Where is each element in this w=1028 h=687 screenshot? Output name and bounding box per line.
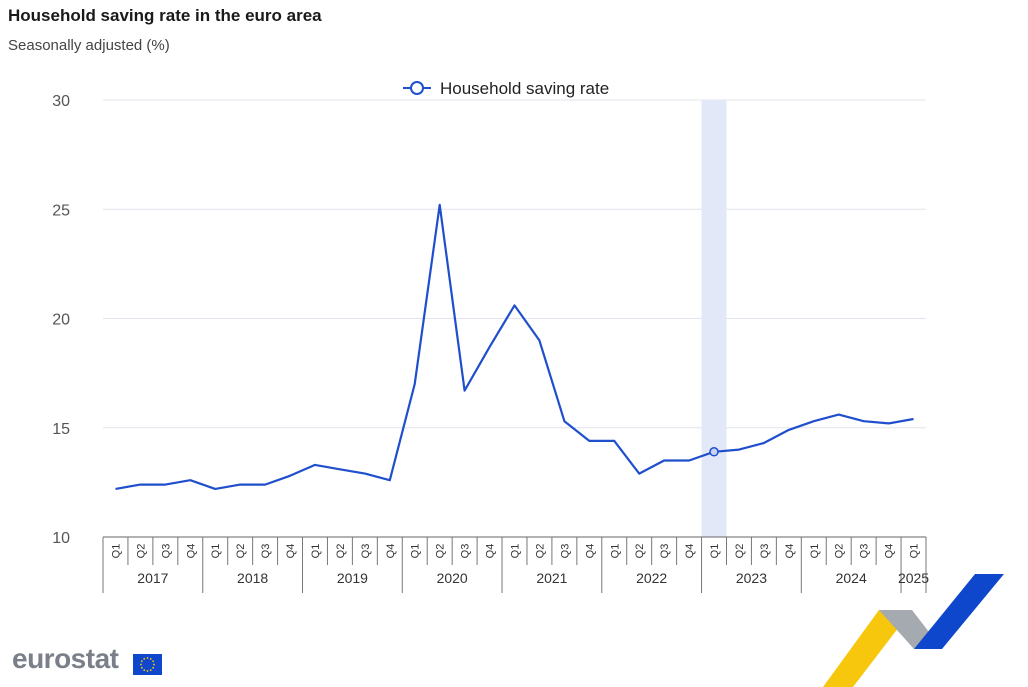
flag-star bbox=[149, 657, 152, 660]
x-year-label: 2021 bbox=[536, 570, 567, 586]
chart-subtitle: Seasonally adjusted (%) bbox=[8, 37, 170, 54]
y-tick-label: 25 bbox=[52, 202, 70, 219]
x-year-label: 2023 bbox=[736, 570, 767, 586]
x-tick-label: Q4 bbox=[584, 544, 596, 559]
x-tick-label: Q3 bbox=[659, 544, 671, 559]
y-tick-label: 15 bbox=[52, 421, 70, 438]
x-tick-label: Q3 bbox=[360, 544, 372, 559]
eu-flag-icon bbox=[133, 654, 162, 675]
eurostat-logo: eurostat bbox=[12, 643, 119, 674]
x-year-label: 2018 bbox=[237, 570, 268, 586]
x-tick-label: Q1 bbox=[410, 544, 422, 559]
y-tick-label: 10 bbox=[52, 530, 70, 547]
x-tick-label: Q2 bbox=[335, 544, 347, 559]
legend-marker-icon bbox=[410, 81, 424, 95]
x-tick-label: Q2 bbox=[834, 544, 846, 559]
grid-lines bbox=[103, 99, 926, 429]
x-year-label: 2022 bbox=[636, 570, 667, 586]
series-points bbox=[709, 447, 719, 457]
flag-star bbox=[140, 663, 142, 666]
legend-label: Household saving rate bbox=[440, 79, 609, 98]
y-tick-label: 30 bbox=[52, 93, 70, 110]
x-year-label: 2019 bbox=[337, 570, 368, 586]
x-tick-label: Q2 bbox=[135, 544, 147, 559]
legend[interactable]: Household saving rate bbox=[403, 79, 609, 98]
x-tick-label: Q1 bbox=[110, 544, 122, 559]
flag-star bbox=[152, 666, 155, 669]
flag-star bbox=[149, 669, 152, 672]
y-axis: 10 15 20 25 30 bbox=[52, 93, 70, 547]
flag-star bbox=[153, 663, 155, 666]
flag-star bbox=[140, 660, 143, 663]
x-tick-label: Q1 bbox=[510, 544, 522, 559]
data-point bbox=[709, 447, 719, 457]
x-tick-label: Q4 bbox=[884, 544, 896, 559]
x-year-label: 2020 bbox=[437, 570, 468, 586]
x-tick-label: Q3 bbox=[460, 544, 472, 559]
flag-star bbox=[143, 669, 146, 672]
series-line bbox=[115, 203, 914, 490]
x-tick-label: Q4 bbox=[485, 544, 497, 559]
x-tick-label: Q1 bbox=[310, 544, 322, 559]
x-tick-label: Q3 bbox=[759, 544, 771, 559]
x-tick-label: Q2 bbox=[534, 544, 546, 559]
x-tick-label: Q4 bbox=[784, 544, 796, 559]
x-year-label: 2024 bbox=[836, 570, 867, 586]
eurostat-ribbon-icon bbox=[823, 574, 1004, 687]
x-tick-label: Q1 bbox=[809, 544, 821, 559]
flag-star bbox=[140, 666, 143, 669]
x-axis: Q1 Q2 Q3 Q4 Q1 Q2 Q3 Q4 Q1 Q2 Q3 Q4 Q1 Q2 Q3 Q4 Q1 Q2 Q3 Q4… bbox=[102, 536, 929, 593]
x-tick-label: Q1 bbox=[909, 544, 921, 559]
x-tick-label: Q4 bbox=[185, 544, 197, 559]
highlight-band bbox=[701, 100, 727, 537]
flag-star bbox=[146, 657, 149, 659]
x-tick-label: Q4 bbox=[684, 544, 696, 559]
x-tick-label: Q4 bbox=[385, 544, 397, 559]
x-tick-label: Q1 bbox=[609, 544, 621, 559]
flag-star bbox=[152, 660, 155, 663]
x-tick-label: Q1 bbox=[210, 544, 222, 559]
y-tick-label: 20 bbox=[52, 312, 70, 329]
x-tick-label: Q3 bbox=[160, 544, 172, 559]
x-tick-label: Q2 bbox=[235, 544, 247, 559]
x-tick-label: Q4 bbox=[285, 544, 297, 559]
x-tick-label: Q3 bbox=[260, 544, 272, 559]
x-tick-label: Q2 bbox=[734, 544, 746, 559]
chart-title: Household saving rate in the euro area bbox=[8, 6, 322, 25]
x-tick-label: Q2 bbox=[634, 544, 646, 559]
x-tick-label: Q3 bbox=[559, 544, 571, 559]
x-tick-label: Q1 bbox=[709, 544, 721, 559]
x-year-label: 2025 bbox=[898, 570, 929, 586]
x-tick-label: Q3 bbox=[859, 544, 871, 559]
x-year-label: 2017 bbox=[137, 570, 168, 586]
flag-star bbox=[146, 670, 149, 672]
x-tick-label: Q2 bbox=[435, 544, 447, 559]
flag-star bbox=[143, 657, 146, 660]
